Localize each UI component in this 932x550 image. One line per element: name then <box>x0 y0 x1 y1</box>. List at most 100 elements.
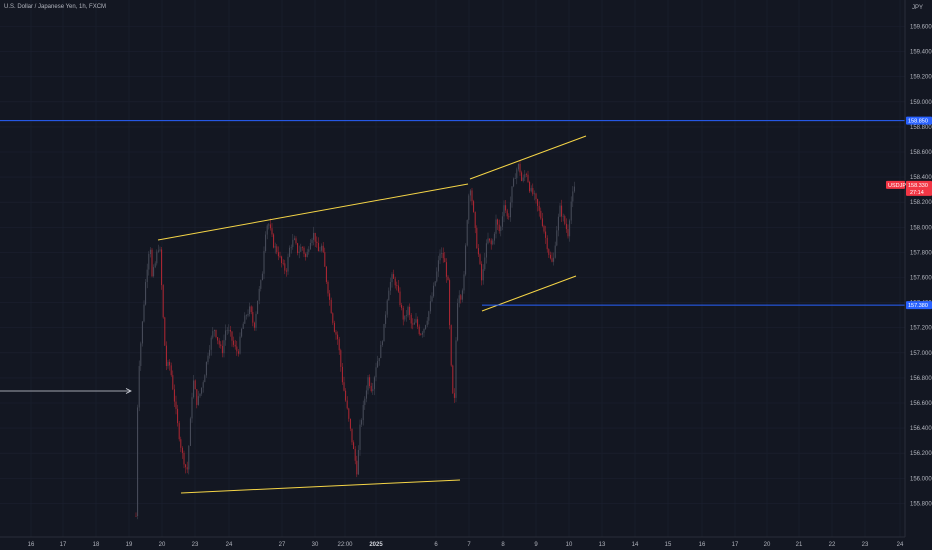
time-tick-label: 18 <box>93 542 100 548</box>
price-tick-label: 156.800 <box>910 376 932 382</box>
lower-trendline-left[interactable] <box>180 479 461 494</box>
candle-body <box>197 396 199 405</box>
candle-body <box>468 195 470 221</box>
candle-body <box>292 239 294 247</box>
time-tick-label: 27 <box>279 542 286 548</box>
candle-body <box>220 344 222 346</box>
candle-body <box>177 408 179 424</box>
candle-body <box>447 276 449 281</box>
candle-body <box>396 285 398 287</box>
candle-body <box>357 450 359 475</box>
currency-badge[interactable]: JPY <box>912 5 923 11</box>
candle-body <box>442 253 444 259</box>
time-tick-label: 30 <box>312 542 319 548</box>
candle-body <box>351 428 353 443</box>
candle-body <box>508 216 510 218</box>
candle-body <box>474 211 476 228</box>
candle-body <box>484 257 486 270</box>
candle-body <box>412 323 414 325</box>
candle-body <box>324 252 326 267</box>
candle-body <box>516 169 518 179</box>
candle-body <box>569 220 571 237</box>
time-axis[interactable]: 16 17 18 19 20 23 24 27 30 22:00 2025 6 7 8 9 10 13 14 15 1… <box>0 536 932 550</box>
candle-countdown: 27:14 <box>910 190 924 196</box>
candle-body <box>399 291 401 306</box>
candle-body <box>391 274 393 283</box>
candle-body <box>476 227 478 249</box>
candle-body <box>172 375 174 390</box>
candle-body <box>393 274 395 279</box>
candle-body <box>418 326 420 335</box>
candle-body <box>205 361 207 376</box>
candle-body <box>423 328 425 333</box>
candle-body <box>173 389 175 402</box>
candle-body <box>228 329 230 331</box>
candle-body <box>277 252 279 257</box>
price-tick-label: 155.800 <box>910 501 932 507</box>
candle-body <box>293 238 295 240</box>
candle-body <box>204 375 206 383</box>
candle-body <box>377 361 379 368</box>
candle-body <box>466 220 468 246</box>
candle-body <box>493 233 495 241</box>
time-tick-label: 19 <box>126 542 133 548</box>
upper-trendline-left[interactable] <box>157 183 469 241</box>
candle-body <box>300 247 302 252</box>
upper-resistance-price-tag <box>906 116 932 125</box>
candle-body <box>428 311 430 321</box>
candle-body <box>453 393 455 398</box>
candle-body <box>196 389 198 405</box>
candle-body <box>297 243 299 254</box>
symbol-title[interactable]: U.S. Dollar / Japanese Yen, 1h, FXCM <box>4 4 107 10</box>
candle-body <box>236 346 238 352</box>
candle-body <box>146 269 148 283</box>
candle-body <box>244 315 246 324</box>
candle-body <box>375 367 377 378</box>
candle-body <box>201 387 203 394</box>
candle-body <box>405 315 407 316</box>
candle-body <box>335 331 337 335</box>
candle-body <box>135 515 137 517</box>
candle-body <box>221 345 223 354</box>
candle-body <box>373 377 375 390</box>
candle-body <box>506 210 508 217</box>
candle-body <box>305 253 307 257</box>
candle-body <box>348 408 350 419</box>
candle-body <box>500 226 502 232</box>
candle-body <box>509 202 511 218</box>
candle-body <box>367 377 369 391</box>
candle-body <box>186 467 188 470</box>
candle-body <box>465 245 467 275</box>
candle-body <box>295 238 297 244</box>
candle-body <box>530 188 532 192</box>
candle-body <box>266 225 268 235</box>
candle-body <box>223 340 225 354</box>
upper-trendline-right[interactable] <box>469 135 587 180</box>
candle-body <box>353 442 355 449</box>
candle-body <box>170 365 172 376</box>
price-tick-label: 156.000 <box>910 476 932 482</box>
candle-body <box>561 205 563 217</box>
candle-body <box>458 295 460 304</box>
candle-body <box>181 447 183 453</box>
candle-body <box>492 240 494 245</box>
candle-body <box>258 288 260 301</box>
price-tick-label: 158.400 <box>910 175 932 181</box>
candle-body <box>449 280 451 326</box>
candle-body <box>409 306 411 315</box>
candle-body <box>460 295 462 300</box>
candle-body <box>513 178 515 187</box>
candle-body <box>231 331 233 341</box>
candle-body <box>261 273 263 281</box>
candle-body <box>389 282 391 291</box>
price-axis[interactable]: 159.600 159.400 159.200 159.000 158.800 158.6… <box>886 0 932 537</box>
candle-body <box>229 329 231 332</box>
symbol-tag <box>886 180 905 189</box>
lower-support-tag-label: 157.380 <box>908 303 928 309</box>
candle-body <box>237 351 239 354</box>
time-tick-label: 13 <box>599 542 606 548</box>
candle-body <box>287 256 289 272</box>
candle-body <box>455 340 457 398</box>
price-tick-label: 159.600 <box>910 25 932 31</box>
